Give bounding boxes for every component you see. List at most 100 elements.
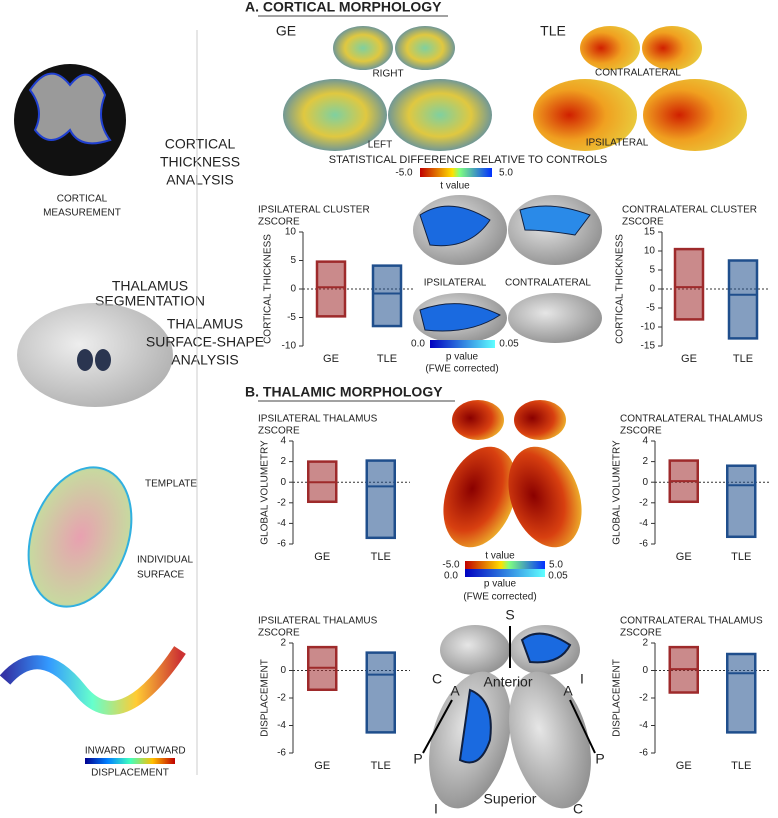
range-box <box>315 260 347 318</box>
y-tick-label: 0 <box>280 665 286 676</box>
thalamus <box>509 671 591 809</box>
y-tick-label: 0 <box>290 284 296 295</box>
x-tick-label: GE <box>681 353 697 365</box>
brain <box>283 79 387 151</box>
brain <box>388 79 492 151</box>
label: (FWE corrected) <box>425 364 498 375</box>
chart-subtitle: ZSCORE <box>258 628 300 639</box>
y-axis-label: GLOBAL VOLUMETRY <box>260 440 271 545</box>
label: CONTRALATERAL <box>595 68 681 79</box>
y-tick-label: 2 <box>642 638 648 649</box>
y-tick-label: 5 <box>290 255 296 266</box>
range-box <box>365 651 396 734</box>
label: p value <box>484 579 517 590</box>
y-tick-label: 0 <box>280 477 286 488</box>
label: TLE <box>540 23 566 39</box>
label: RIGHT <box>372 69 403 80</box>
x-tick-label: TLE <box>733 353 753 365</box>
y-axis-label: GLOBAL VOLUMETRY <box>612 440 623 545</box>
chart-subtitle: ZSCORE <box>258 426 300 437</box>
chart-title: IPSILATERAL THALAMUS <box>258 616 378 627</box>
panel-a: A. CORTICAL MORPHOLOGY GE TLE RIGHT LEFT… <box>245 0 747 375</box>
y-tick-label: 2 <box>280 456 286 467</box>
label: LEFT <box>368 140 392 151</box>
x-tick-label: GE <box>314 760 330 772</box>
chart-subtitle: ZSCORE <box>620 426 662 437</box>
label: S <box>505 607 514 623</box>
x-tick-label: GE <box>314 551 330 563</box>
white-matter <box>28 72 112 145</box>
label: ANALYSIS <box>166 172 233 188</box>
y-tick-label: -2 <box>277 693 286 704</box>
y-axis-label: CORTICAL THICKNESS <box>263 234 274 344</box>
y-tick-label: 0 <box>642 665 648 676</box>
x-tick-label: GE <box>323 353 339 365</box>
label: Anterior <box>483 674 532 690</box>
y-tick-label: 4 <box>280 436 286 447</box>
cluster <box>520 632 572 664</box>
label: (FWE corrected) <box>463 592 536 603</box>
y-tick-label: 2 <box>280 638 286 649</box>
label: CORTICAL <box>57 194 108 205</box>
chart-title: CONTRALATERAL THALAMUS <box>620 414 763 425</box>
thalamus <box>452 400 504 440</box>
x-tick-label: GE <box>676 551 692 563</box>
y-tick-label: -10 <box>282 341 297 352</box>
range-box <box>726 464 757 539</box>
label: IPSILATERAL <box>424 278 487 289</box>
x-tick-label: TLE <box>731 760 751 772</box>
label: IPSILATERAL <box>586 138 649 149</box>
label: TEMPLATE <box>145 479 197 490</box>
label: SEGMENTATION <box>95 293 205 309</box>
y-axis-label: DISPLACEMENT <box>260 659 271 737</box>
y-tick-label: 15 <box>644 227 656 238</box>
label: -5.0 <box>395 168 413 179</box>
y-tick-label: -4 <box>277 720 286 731</box>
left-panel: CORTICAL MEASUREMENT CORTICAL THICKNESS … <box>0 30 264 779</box>
y-tick-label: 5 <box>649 265 655 276</box>
colorbar <box>465 561 545 569</box>
label: P <box>413 751 422 767</box>
chart-title: IPSILATERAL CLUSTER <box>258 205 370 216</box>
y-tick-label: 4 <box>642 436 648 447</box>
y-tick-label: 10 <box>285 227 297 238</box>
label: CORTICAL <box>165 136 236 152</box>
y-tick-label: -10 <box>641 322 656 333</box>
cluster <box>458 688 492 764</box>
brain <box>333 26 393 70</box>
label: p value <box>446 352 479 363</box>
template-surface <box>27 466 133 608</box>
label: ANALYSIS <box>171 352 238 368</box>
y-tick-label: -2 <box>639 497 648 508</box>
chart-subtitle: ZSCORE <box>258 217 300 228</box>
arrow <box>569 699 596 754</box>
y-tick-label: -4 <box>639 720 648 731</box>
brain <box>580 26 640 70</box>
range-box <box>726 652 757 734</box>
chart-subtitle: ZSCORE <box>622 217 664 228</box>
cluster <box>419 205 491 247</box>
displacement-wave <box>0 646 186 715</box>
label: 5.0 <box>499 168 513 179</box>
label: DISPLACEMENT <box>91 768 169 779</box>
label: INDIVIDUAL <box>137 555 194 566</box>
label: t value <box>440 181 470 192</box>
y-tick-label: -5 <box>287 312 296 323</box>
y-tick-label: -15 <box>641 341 656 352</box>
label: C <box>573 801 583 817</box>
label: 0.0 <box>444 571 458 582</box>
label: A <box>450 683 460 699</box>
chart-title: CONTRALATERAL CLUSTER <box>622 205 757 216</box>
y-tick-label: 0 <box>642 477 648 488</box>
label: 5.0 <box>549 560 563 571</box>
colorbar <box>430 340 495 348</box>
y-tick-label: 0 <box>649 284 655 295</box>
y-tick-label: -4 <box>277 518 286 529</box>
label: I <box>580 671 584 687</box>
brain <box>642 26 702 70</box>
y-tick-label: -2 <box>639 693 648 704</box>
thalamus <box>514 400 566 440</box>
label: t value <box>485 551 515 562</box>
thalamus <box>508 446 582 548</box>
